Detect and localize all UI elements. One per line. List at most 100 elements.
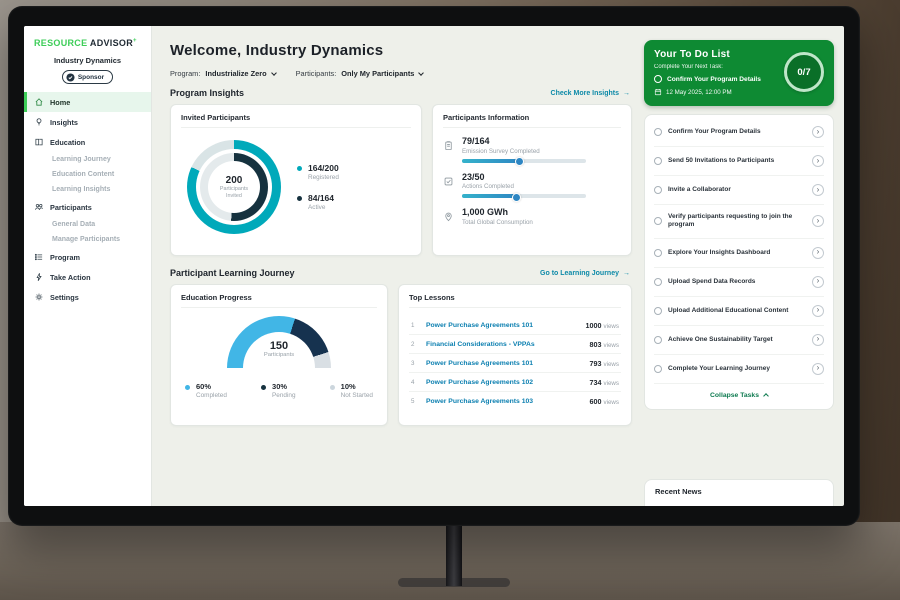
sponsor-badge[interactable]: Sponsor [61, 70, 114, 84]
checkbox-icon[interactable] [654, 306, 662, 315]
sidebar-item-learning-journey[interactable]: Learning Journey [24, 152, 151, 167]
link-label: Go to Learning Journey [540, 269, 619, 277]
legend-item-completed: 60% Completed [185, 382, 227, 399]
task-row-achieve-sustainability-target[interactable]: Achieve One Sustainability Target › [654, 326, 824, 355]
gauge-center-label: Participants [263, 352, 295, 358]
program-insights-header: Program Insights Check More Insights → [170, 88, 630, 98]
sidebar-item-settings[interactable]: Settings [24, 287, 151, 307]
sidebar-item-take-action[interactable]: Take Action [24, 267, 151, 287]
task-row-send-invitations[interactable]: Send 50 Invitations to Participants › [654, 147, 824, 176]
todo-progress-value: 0/7 [797, 66, 811, 78]
sidebar-item-participants[interactable]: Participants [24, 197, 151, 217]
checkbox-icon[interactable] [654, 75, 662, 83]
sidebar-item-education-content[interactable]: Education Content [24, 167, 151, 182]
todo-next-task[interactable]: Confirm Your Program Details [654, 75, 774, 83]
chevron-right-icon[interactable]: › [812, 155, 824, 167]
lesson-rank: 2 [411, 340, 415, 348]
legend-label: Active [308, 204, 326, 211]
sidebar-item-label: Learning Insights [52, 186, 111, 193]
checkbox-icon[interactable] [654, 217, 662, 226]
legend-value: 30% [272, 382, 288, 391]
legend-item-not-started: 10% Not Started [329, 382, 373, 399]
go-to-learning-journey-link[interactable]: Go to Learning Journey → [540, 270, 630, 277]
task-row-complete-learning-journey[interactable]: Complete Your Learning Journey › [654, 355, 824, 384]
legend-dot [261, 385, 267, 390]
location-pin-icon [443, 209, 454, 222]
lesson-link[interactable]: Power Purchase Agreements 102 [426, 378, 534, 386]
collapse-tasks-button[interactable]: Collapse Tasks [654, 384, 824, 406]
chevron-right-icon[interactable]: › [812, 304, 824, 317]
sidebar-item-general-data[interactable]: General Data [24, 217, 151, 232]
chevron-right-icon[interactable]: › [812, 333, 824, 346]
legend-dot [297, 196, 302, 201]
lesson-views-unit: views [603, 360, 619, 368]
arrow-right-icon: → [623, 89, 630, 97]
donut-center-label: Participants Invited [219, 185, 249, 199]
task-label: Confirm Your Program Details [668, 127, 761, 135]
legend-label: Completed [196, 392, 227, 399]
donut-center-value: 200 [225, 174, 243, 186]
stat-label: Emission Survey Completed [462, 147, 540, 155]
chevron-glyph: › [816, 276, 820, 286]
checkbox-icon[interactable] [654, 277, 662, 286]
check-more-insights-link[interactable]: Check More Insights → [551, 90, 630, 97]
sidebar-item-program[interactable]: Program [24, 247, 151, 267]
sponsor-check-icon [66, 72, 75, 82]
participants-dropdown[interactable]: Only My Participants [341, 69, 425, 78]
lesson-views: 793 [589, 358, 602, 368]
lesson-link[interactable]: Power Purchase Agreements 101 [426, 321, 534, 329]
program-filter: Program: Industrialize Zero [170, 69, 277, 78]
task-row-upload-educational-content[interactable]: Upload Additional Educational Content › [654, 297, 824, 326]
todo-next-task-label: Confirm Your Program Details [667, 75, 761, 83]
lesson-link[interactable]: Power Purchase Agreements 103 [426, 397, 534, 405]
lesson-views: 600 [589, 396, 602, 406]
sidebar-item-learning-insights[interactable]: Learning Insights [24, 182, 151, 197]
task-row-verify-participants[interactable]: Verify participants requesting to join t… [654, 205, 824, 239]
checkbox-icon[interactable] [654, 186, 662, 194]
task-row-confirm-program[interactable]: Confirm Your Program Details › [654, 118, 824, 147]
gauge-center: 150 Participants [227, 340, 331, 358]
link-label: Check More Insights [550, 89, 619, 97]
task-row-invite-collaborator[interactable]: Invite a Collaborator › [654, 176, 824, 205]
chevron-glyph: › [816, 215, 820, 225]
chevron-right-icon[interactable]: › [812, 126, 824, 138]
checkbox-icon[interactable] [654, 248, 662, 257]
task-row-upload-spend-data[interactable]: Upload Spend Data Records › [654, 268, 824, 297]
todo-summary-card: Your To Do List Complete Your Next Task:… [644, 40, 834, 106]
sidebar-item-education[interactable]: Education [24, 132, 151, 152]
sidebar-item-insights[interactable]: Insights [24, 112, 151, 132]
sidebar-item-label: Education Content [52, 171, 115, 178]
book-icon [34, 137, 44, 147]
lesson-link[interactable]: Power Purchase Agreements 101 [426, 359, 534, 367]
sidebar-item-home[interactable]: Home [24, 92, 151, 112]
chevron-glyph: › [816, 334, 820, 344]
invited-legend: 164/200 Registered 84/164 Active [297, 163, 339, 211]
sidebar-item-label: Take Action [50, 272, 91, 282]
checkbox-icon[interactable] [654, 157, 662, 165]
program-dropdown[interactable]: Industrialize Zero [205, 69, 277, 78]
legend-value: 10% [340, 382, 356, 391]
chevron-right-icon[interactable]: › [812, 362, 824, 375]
participants-information-card: Participants Information 79/164 Emission… [432, 104, 632, 256]
chevron-right-icon[interactable]: › [812, 184, 824, 196]
program-insights-cards: Invited Participants 200 Participants In… [170, 104, 632, 256]
legend-label: Pending [272, 392, 296, 399]
clipboard-icon [443, 138, 454, 151]
list-icon [34, 252, 44, 262]
chevron-glyph: › [816, 126, 820, 136]
task-label: Send 50 Invitations to Participants [668, 156, 775, 164]
chevron-right-icon[interactable]: › [812, 275, 824, 288]
sidebar-item-label: Program [50, 252, 81, 262]
lesson-link[interactable]: Financial Considerations - VPPAs [426, 340, 535, 348]
sidebar-item-manage-participants[interactable]: Manage Participants [24, 232, 151, 247]
chevron-right-icon[interactable]: › [812, 246, 824, 259]
task-row-explore-insights[interactable]: Explore Your Insights Dashboard › [654, 239, 824, 268]
recent-news-header[interactable]: Recent News [644, 479, 834, 506]
checkbox-icon[interactable] [654, 335, 662, 344]
chevron-right-icon[interactable]: › [812, 215, 824, 228]
checkbox-icon[interactable] [654, 364, 662, 373]
todo-due-date: 12 May 2025, 12:00 PM [654, 88, 824, 96]
program-dropdown-value: Industrialize Zero [205, 69, 267, 78]
checkbox-icon[interactable] [654, 128, 662, 136]
section-title: Program Insights [170, 88, 245, 98]
